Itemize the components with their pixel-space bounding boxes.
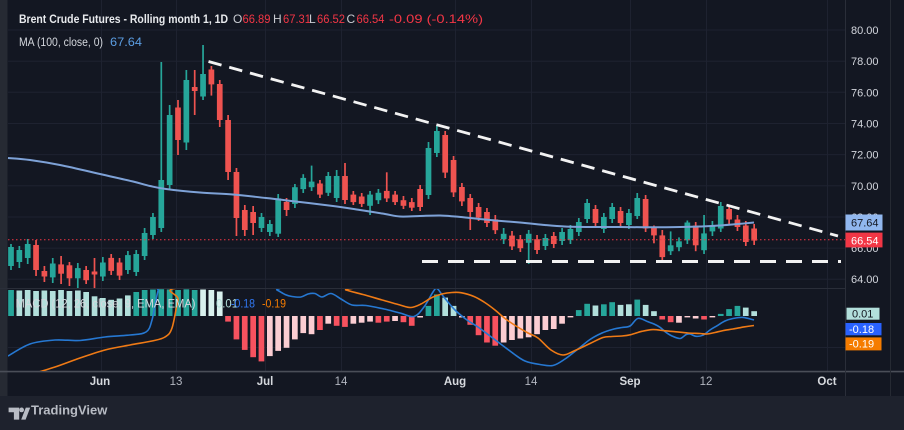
svg-text:13: 13 xyxy=(170,376,183,388)
svg-text:-0.09 (-0.14%): -0.09 (-0.14%) xyxy=(389,12,483,26)
svg-text:Sep: Sep xyxy=(619,376,640,388)
svg-text:66.52: 66.52 xyxy=(317,12,345,26)
svg-text:O: O xyxy=(233,12,242,26)
svg-text:14: 14 xyxy=(335,376,348,388)
svg-text:76.00: 76.00 xyxy=(851,87,879,99)
svg-text:66.54: 66.54 xyxy=(851,235,879,247)
svg-text:74.00: 74.00 xyxy=(851,119,879,131)
svg-text:80.00: 80.00 xyxy=(851,25,879,37)
svg-text:L: L xyxy=(309,12,316,26)
svg-text:C: C xyxy=(347,12,356,26)
svg-text:67.64: 67.64 xyxy=(110,37,143,49)
svg-text:Jun: Jun xyxy=(90,376,110,388)
svg-text:64.00: 64.00 xyxy=(851,274,879,286)
svg-text:Oct: Oct xyxy=(817,376,836,388)
svg-text:0.01: 0.01 xyxy=(852,308,873,320)
svg-text:MA (100, close, 0): MA (100, close, 0) xyxy=(19,37,103,49)
svg-text:66.54: 66.54 xyxy=(357,12,385,26)
svg-text:Aug: Aug xyxy=(444,376,466,388)
svg-text:14: 14 xyxy=(525,376,538,388)
svg-text:66.89: 66.89 xyxy=(243,12,271,26)
svg-text:MACD (12, 26, close, 9, EMA, E: MACD (12, 26, close, 9, EMA, EMA) xyxy=(16,299,196,311)
svg-text:H: H xyxy=(273,12,282,26)
svg-text:67.64: 67.64 xyxy=(851,218,879,230)
svg-text:-0.19: -0.19 xyxy=(262,299,286,311)
svg-text:12: 12 xyxy=(700,376,713,388)
svg-text:0.01: 0.01 xyxy=(216,299,238,311)
svg-text:-0.19: -0.19 xyxy=(849,339,874,351)
svg-text:-0.18: -0.18 xyxy=(231,299,255,311)
svg-text:70.00: 70.00 xyxy=(851,181,879,193)
svg-text:Brent Crude Futures - Rolling: Brent Crude Futures - Rolling month 1, 1… xyxy=(19,12,228,26)
svg-text:Jul: Jul xyxy=(257,376,274,388)
svg-text:67.31: 67.31 xyxy=(283,12,311,26)
svg-text:-0.18: -0.18 xyxy=(849,324,874,336)
svg-text:78.00: 78.00 xyxy=(851,56,879,68)
svg-text:72.00: 72.00 xyxy=(851,150,879,162)
svg-text:TradingView: TradingView xyxy=(31,403,108,418)
